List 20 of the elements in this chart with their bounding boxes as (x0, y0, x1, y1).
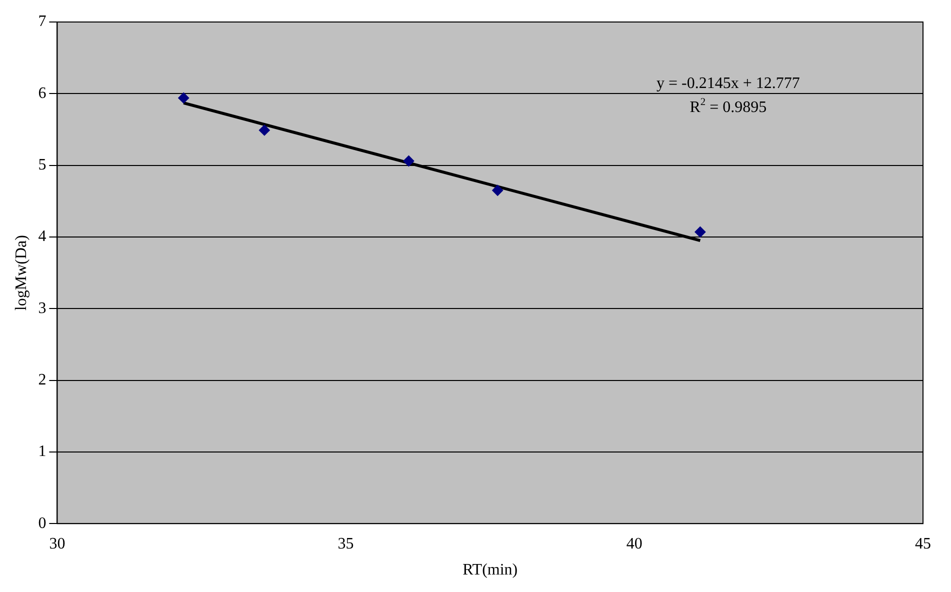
point (403, 156, 414, 167)
y-tick-label: 2 (38, 371, 46, 388)
x-tick-label: 40 (626, 535, 642, 552)
x-tick-label: 30 (49, 535, 66, 552)
y-tick-label: 3 (38, 300, 46, 317)
y-tick-label: 0 (38, 514, 46, 532)
x-tick-label: 35 (338, 535, 354, 552)
y-tick-label: 4 (38, 228, 46, 246)
y-tick-label: 7 (38, 13, 46, 30)
x-tick-label: 45 (915, 535, 931, 552)
y-tick-label: 6 (38, 84, 46, 102)
point (694, 226, 706, 238)
x-axis-title: RT(min) (462, 562, 518, 579)
point (492, 184, 504, 196)
y-tick-label: 1 (38, 443, 46, 460)
y-axis-title: logMw(Da) (12, 235, 30, 311)
annotation: y = -0.2145x + 12.777 (656, 74, 800, 92)
point (258, 124, 270, 136)
y-tick-label: 5 (38, 156, 46, 174)
point (178, 92, 190, 104)
